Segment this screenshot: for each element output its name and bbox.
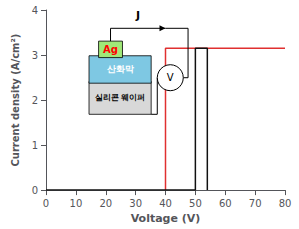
svg-text:70: 70 bbox=[249, 198, 262, 209]
svg-text:10: 10 bbox=[70, 198, 83, 209]
svg-text:20: 20 bbox=[99, 198, 112, 209]
svg-text:30: 30 bbox=[129, 198, 142, 209]
svg-text:80: 80 bbox=[279, 198, 292, 209]
svg-text:2: 2 bbox=[32, 95, 38, 106]
svg-text:산화막: 산화막 bbox=[107, 64, 134, 74]
svg-text:J: J bbox=[135, 9, 140, 22]
svg-text:실리콘 웨이퍼: 실리콘 웨이퍼 bbox=[95, 93, 146, 102]
svg-text:Voltage (V): Voltage (V) bbox=[131, 212, 201, 225]
svg-text:50: 50 bbox=[189, 198, 202, 209]
svg-text:Ag: Ag bbox=[103, 44, 118, 55]
svg-text:1: 1 bbox=[32, 140, 38, 151]
svg-text:3: 3 bbox=[32, 50, 38, 61]
svg-text:60: 60 bbox=[219, 198, 232, 209]
svg-text:V: V bbox=[167, 72, 174, 83]
svg-text:0: 0 bbox=[43, 198, 49, 209]
svg-text:Current density (A/cm²): Current density (A/cm²) bbox=[10, 34, 21, 167]
svg-text:40: 40 bbox=[159, 198, 172, 209]
svg-text:0: 0 bbox=[32, 185, 38, 196]
svg-text:4: 4 bbox=[32, 5, 38, 16]
